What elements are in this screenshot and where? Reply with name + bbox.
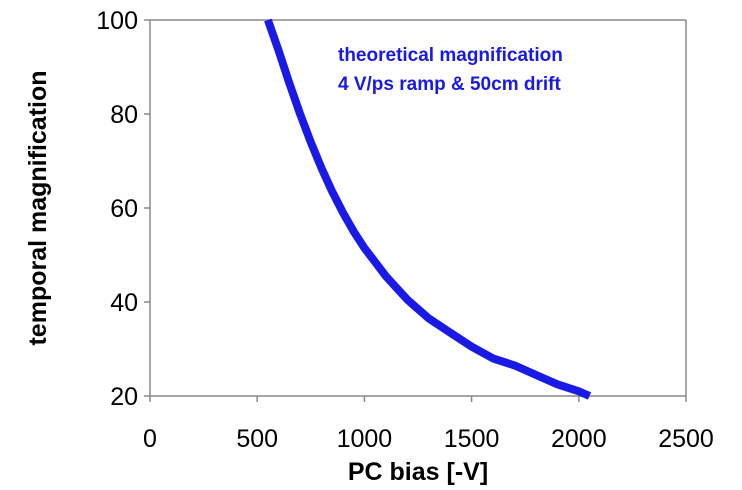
x-tick-label: 500: [236, 425, 278, 453]
x-tick-label: 1000: [337, 425, 393, 453]
x-tick-label: 1500: [444, 425, 500, 453]
y-tick-marks: 20 40 60 80 100: [96, 7, 150, 411]
y-axis-title: temporal magnification: [24, 70, 52, 345]
y-tick-label: 60: [110, 195, 138, 223]
series-layer: [264, 18, 592, 400]
y-tick-label: 20: [110, 383, 138, 411]
series-line: [264, 18, 592, 400]
y-tick-label: 40: [110, 289, 138, 317]
x-tick-marks: 0 500 1000 1500 2000 2500: [143, 396, 714, 453]
annotation-line-1: theoretical magnification: [338, 45, 563, 66]
y-tick-label: 80: [110, 101, 138, 129]
y-tick-label: 100: [96, 7, 138, 35]
x-tick-label: 0: [143, 425, 157, 453]
annotation-line-2: 4 V/ps ramp & 50cm drift: [338, 74, 561, 95]
x-axis-title: PC bias [-V]: [348, 458, 488, 486]
x-tick-label: 2500: [658, 425, 714, 453]
x-tick-label: 2000: [551, 425, 607, 453]
